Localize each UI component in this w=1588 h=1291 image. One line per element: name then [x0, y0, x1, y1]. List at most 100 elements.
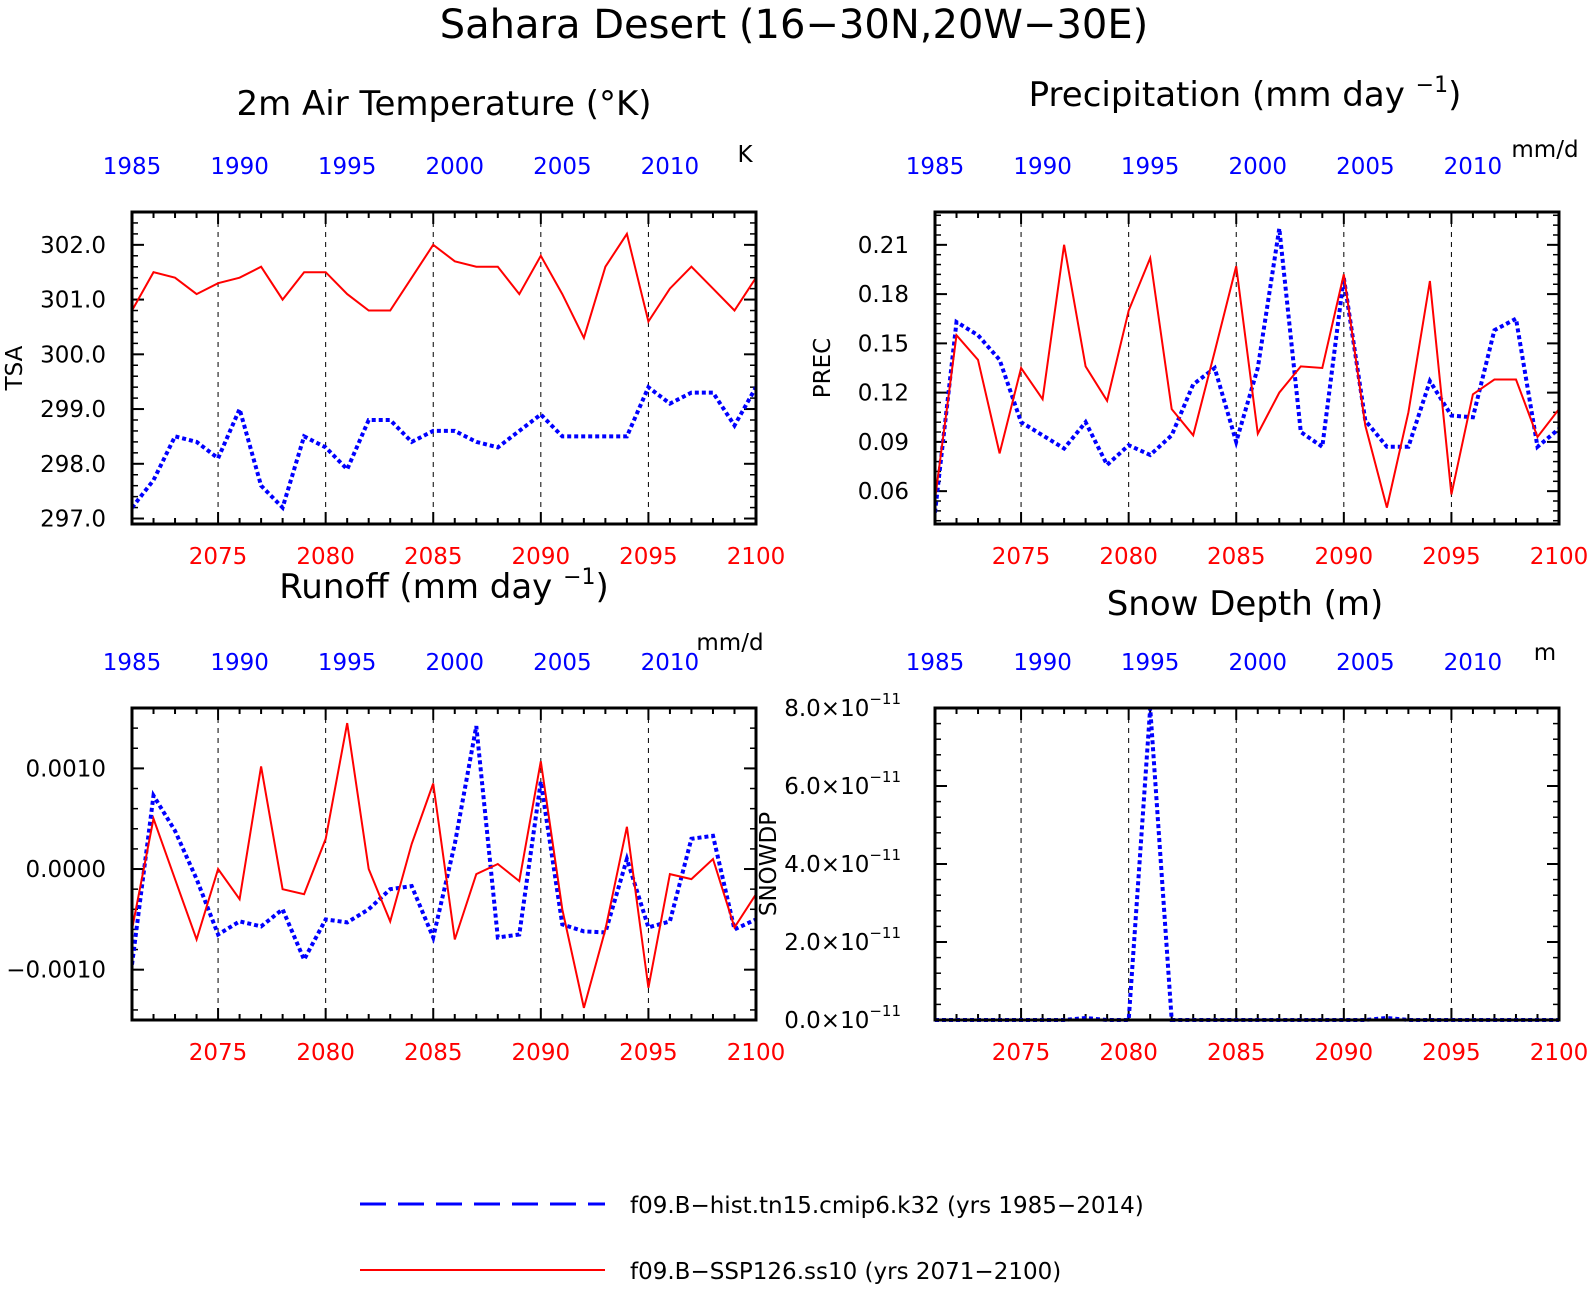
x-tick-label-top: 1995 [1121, 154, 1180, 180]
x-tick-label-bottom: 2075 [992, 1040, 1051, 1066]
y-tick-label: 2.0×10−11 [784, 924, 901, 956]
y-tick-label: 300.0 [40, 342, 106, 368]
panels-group: 2m Air Temperature (°K) K TSA 2075 2080 2085 2… [2, 73, 1588, 1066]
chart-panel-0: 2m Air Temperature (°K) K TSA 2075 2080 2085 2… [2, 84, 785, 570]
y-tick-label: 0.21 [858, 233, 909, 259]
x-tick-label-top: 2010 [1444, 154, 1503, 180]
x-tick-label-bottom: 2100 [727, 1040, 786, 1066]
x-tick-label-bottom: 2080 [296, 544, 355, 570]
x-tick-label-bottom: 2075 [189, 1040, 248, 1066]
series-line-hist [132, 725, 756, 965]
series-line-ssp [935, 244, 1559, 508]
y-tick-label: 0.09 [858, 430, 909, 456]
x-tick-label-bottom: 2090 [1315, 544, 1374, 570]
x-tick-label-bottom: 2090 [1315, 1040, 1374, 1066]
x-tick-label-bottom: 2075 [992, 544, 1051, 570]
series-line-hist [935, 228, 1559, 513]
x-tick-label-bottom: 2095 [619, 1040, 678, 1066]
y-tick-label: 0.15 [858, 331, 909, 357]
units-label: K [737, 142, 753, 168]
series-line-hist [935, 707, 1559, 1022]
x-tick-label-top: 2000 [425, 650, 484, 676]
x-tick-label-top: 1985 [103, 650, 162, 676]
panel-title: Precipitation (mm day −1) [1029, 73, 1462, 115]
x-tick-label-top: 2005 [533, 154, 592, 180]
plot-frame [933, 706, 1561, 1022]
chart-panel-2: Runoff (mm day −1) mm/d 2075 2080 2085 2090 20… [6, 565, 785, 1066]
x-tick-label-top: 2005 [533, 650, 592, 676]
figure-title: Sahara Desert (16−30N,20W−30E) [440, 2, 1148, 48]
y-axis-label: SNOWDP [756, 812, 782, 916]
x-tick-label-top: 2005 [1336, 154, 1395, 180]
y-tick-label: 301.0 [40, 288, 106, 314]
plot-frame [130, 706, 758, 1022]
x-tick-label-bottom: 2090 [512, 1040, 571, 1066]
legend-label-hist: f09.B−hist.tn15.cmip6.k32 (yrs 1985−2014… [630, 1193, 1144, 1219]
x-tick-label-bottom: 2100 [1530, 1040, 1588, 1066]
y-tick-label: −0.0010 [6, 958, 106, 984]
x-tick-label-top: 2010 [641, 154, 700, 180]
x-tick-label-bottom: 2080 [1099, 544, 1158, 570]
x-tick-label-top: 1990 [1013, 154, 1072, 180]
x-tick-label-bottom: 2095 [1422, 544, 1481, 570]
y-axis-label: PREC [810, 338, 836, 398]
x-tick-label-top: 1985 [103, 154, 162, 180]
legend-label-ssp: f09.B−SSP126.ss10 (yrs 2071−2100) [630, 1259, 1061, 1285]
x-tick-label-top: 1995 [1121, 650, 1180, 676]
y-tick-label: 0.0×10−11 [784, 1002, 901, 1034]
x-tick-label-top: 1990 [210, 154, 269, 180]
series-line-ssp [132, 231, 756, 341]
y-tick-label: 0.06 [858, 479, 909, 505]
plot-frame [933, 210, 1561, 526]
y-tick-label: 0.18 [858, 282, 909, 308]
x-tick-label-top: 2005 [1336, 650, 1395, 676]
chart-panel-1: Precipitation (mm day −1) mm/d PREC 2075 208… [810, 73, 1588, 570]
x-tick-label-top: 2000 [1228, 154, 1287, 180]
x-tick-label-bottom: 2095 [1422, 1040, 1481, 1066]
y-tick-label: 298.0 [40, 452, 106, 478]
y-tick-label: 302.0 [40, 233, 106, 259]
y-tick-label: 4.0×10−11 [784, 846, 901, 878]
x-tick-label-bottom: 2100 [727, 544, 786, 570]
chart-panel-3: Snow Depth (m) m SNOWDP 2075 2080 2085 2090 209… [756, 584, 1588, 1066]
units-label: m [1534, 640, 1556, 666]
x-tick-label-top: 2000 [425, 154, 484, 180]
x-tick-label-bottom: 2080 [296, 1040, 355, 1066]
x-tick-label-bottom: 2080 [1099, 1040, 1158, 1066]
x-tick-label-bottom: 2085 [404, 544, 463, 570]
x-tick-label-top: 1985 [906, 154, 965, 180]
x-tick-label-top: 1990 [210, 650, 269, 676]
units-label: mm/d [696, 630, 763, 656]
panel-title: 2m Air Temperature (°K) [236, 84, 651, 124]
x-tick-label-bottom: 2085 [1207, 1040, 1266, 1066]
x-tick-label-bottom: 2095 [619, 544, 678, 570]
y-axis-label: TSA [2, 345, 28, 391]
x-tick-label-top: 1995 [318, 154, 377, 180]
x-tick-label-bottom: 2090 [512, 544, 571, 570]
y-tick-label: 299.0 [40, 397, 106, 423]
plot-frame [130, 210, 758, 526]
x-tick-label-bottom: 2085 [1207, 544, 1266, 570]
x-tick-label-top: 1995 [318, 650, 377, 676]
x-tick-label-top: 2010 [641, 650, 700, 676]
x-tick-label-top: 2010 [1444, 650, 1503, 676]
x-tick-label-bottom: 2100 [1530, 544, 1588, 570]
y-tick-label: 0.0000 [26, 857, 106, 883]
y-tick-label: 0.12 [858, 381, 909, 407]
y-tick-label: 0.0010 [26, 756, 106, 782]
y-tick-label: 8.0×10−11 [784, 690, 901, 722]
series-line-hist [132, 384, 756, 512]
y-tick-label: 6.0×10−11 [784, 768, 901, 800]
x-tick-label-bottom: 2075 [189, 544, 248, 570]
x-tick-label-top: 1990 [1013, 650, 1072, 676]
x-tick-label-bottom: 2085 [404, 1040, 463, 1066]
y-tick-label: 297.0 [40, 507, 106, 533]
panel-title: Runoff (mm day −1) [279, 565, 609, 607]
x-tick-label-top: 1985 [906, 650, 965, 676]
units-label: mm/d [1511, 137, 1578, 163]
panel-title: Snow Depth (m) [1107, 584, 1384, 624]
series-line-ssp [132, 722, 756, 1009]
legend: f09.B−hist.tn15.cmip6.k32 (yrs 1985−2014… [360, 1193, 1144, 1285]
x-tick-label-top: 2000 [1228, 650, 1287, 676]
